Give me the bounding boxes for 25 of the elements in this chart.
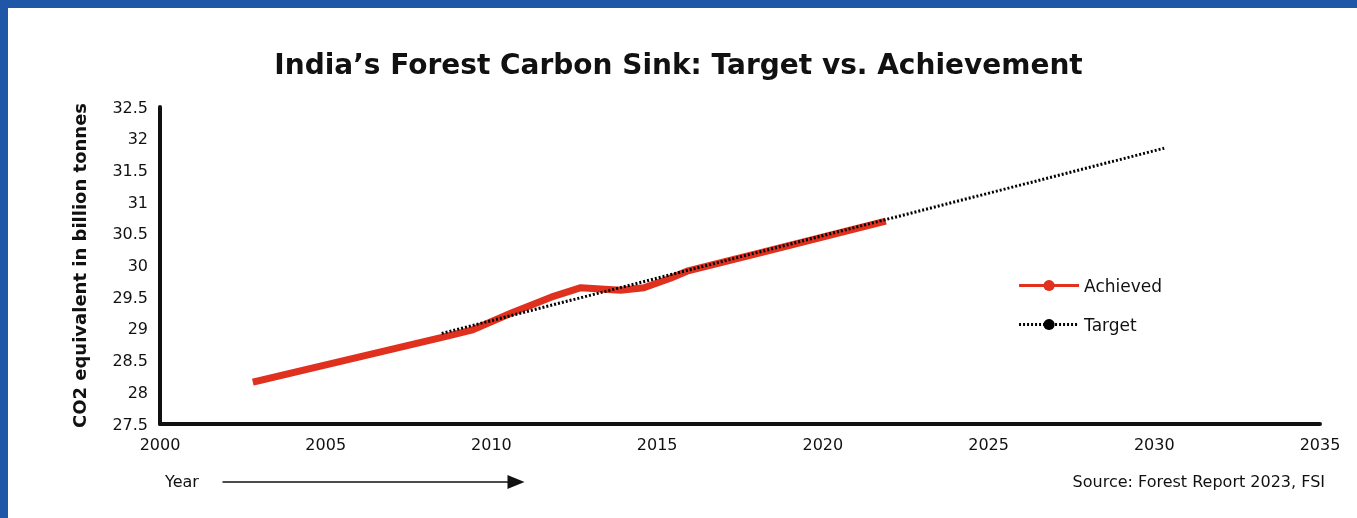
x-tick-label: 2015 [636, 434, 678, 454]
chart-title: India’s Forest Carbon Sink: Target vs. Achievement [274, 47, 1083, 81]
x-tick-label: 2035 [1299, 434, 1341, 454]
y-tick-label: 28 [127, 382, 148, 402]
legend-label: Target [1083, 314, 1137, 335]
y-tick-label: 27.5 [112, 414, 148, 434]
y-tick-label: 29.5 [112, 287, 148, 307]
y-tick-label: 31.5 [112, 160, 148, 180]
x-tick-label: 2010 [471, 434, 512, 454]
x-tick-label: 2020 [802, 434, 844, 454]
y-tick-label: 30 [127, 256, 148, 275]
x-axis-title: Year [164, 471, 200, 491]
source-note: Source: Forest Report 2023, FSI [1072, 471, 1326, 491]
y-tick-label: 31 [127, 192, 148, 212]
x-tick-label: 2025 [968, 434, 1009, 454]
y-tick-label: 30.5 [112, 224, 148, 244]
x-tick-label: 2000 [139, 434, 181, 454]
y-tick-label: 32 [127, 129, 148, 149]
y-tick-label: 28.5 [112, 351, 148, 371]
x-tick-label: 2005 [305, 434, 347, 454]
y-tick-label: 29 [127, 319, 148, 339]
y-axis-title: CO2 equivalent in billion tonnes [68, 102, 90, 429]
y-tick-label: 32.5 [112, 97, 148, 117]
x-tick-label: 2030 [1133, 434, 1175, 454]
legend-label: Achieved [1084, 275, 1163, 296]
